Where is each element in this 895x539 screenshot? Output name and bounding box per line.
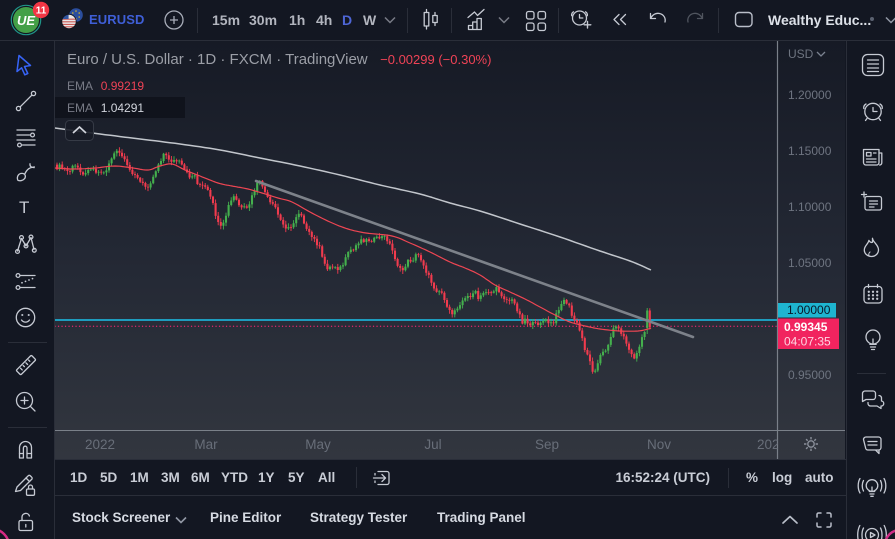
- svg-text:0.99345: 0.99345: [784, 320, 828, 334]
- svg-text:2023: 2023: [757, 437, 787, 452]
- svg-text:Jul: Jul: [424, 437, 441, 452]
- svg-text:May: May: [305, 437, 331, 452]
- svg-text:UE: UE: [17, 13, 35, 28]
- svg-text:Sep: Sep: [535, 437, 559, 452]
- svg-text:0.95000: 0.95000: [788, 368, 832, 382]
- svg-text:11: 11: [36, 6, 47, 17]
- svg-text:Nov: Nov: [647, 437, 671, 452]
- svg-text:USD: USD: [788, 47, 814, 61]
- svg-text:1.05000: 1.05000: [788, 256, 832, 270]
- svg-text:1.00000: 1.00000: [787, 303, 831, 317]
- svg-text:2022: 2022: [85, 437, 115, 452]
- svg-text:Mar: Mar: [194, 437, 218, 452]
- svg-text:1.15000: 1.15000: [788, 144, 832, 158]
- svg-text:1.10000: 1.10000: [788, 200, 832, 214]
- svg-text:1.20000: 1.20000: [788, 88, 832, 102]
- svg-text:04:07:35: 04:07:35: [784, 335, 831, 349]
